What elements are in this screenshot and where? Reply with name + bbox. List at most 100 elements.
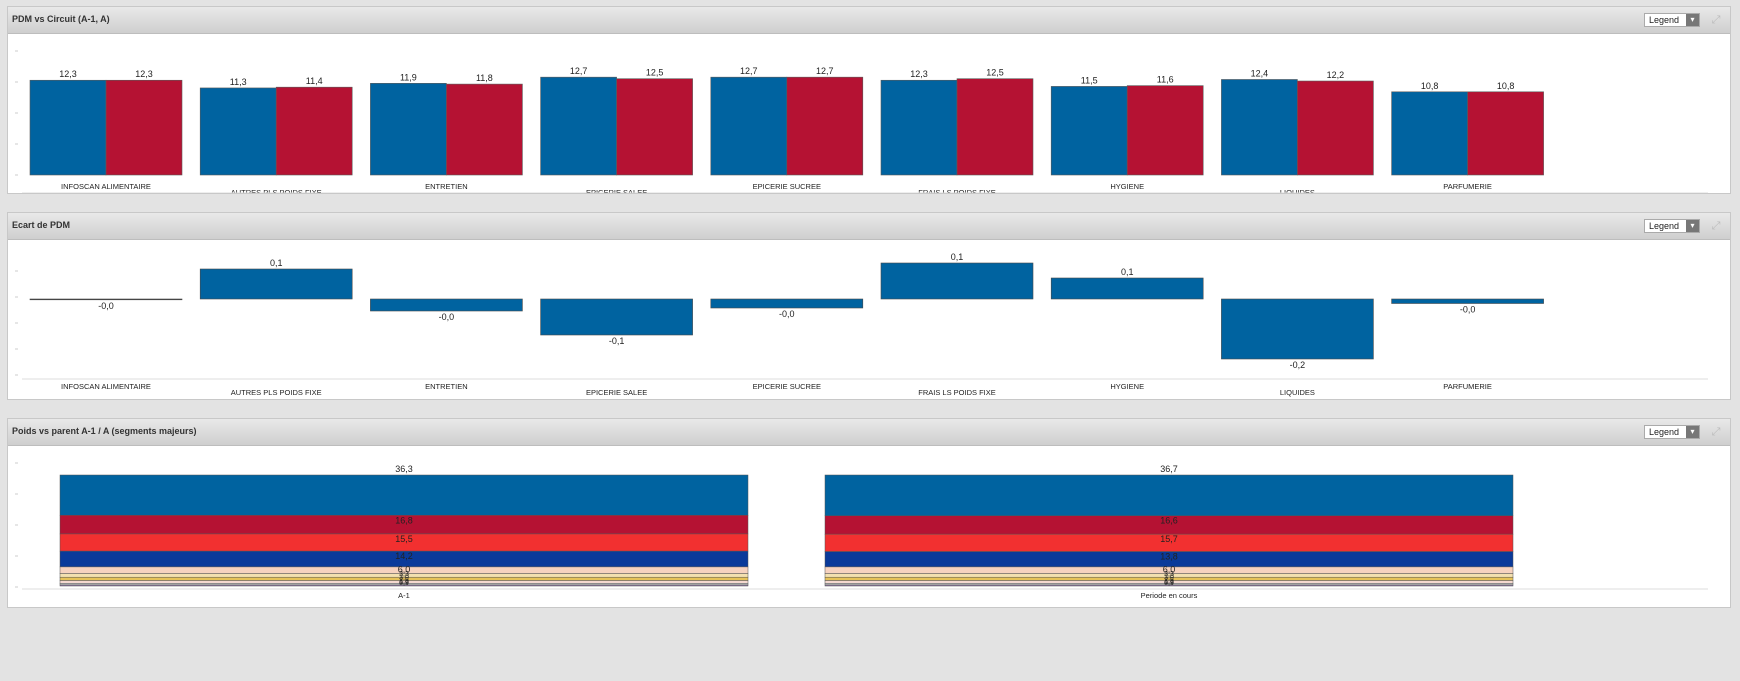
x-tick-label: FRAIS LS POIDS FIXE xyxy=(918,388,996,397)
bar xyxy=(956,78,1034,176)
expand-icon[interactable]: ⤢ xyxy=(1711,220,1721,232)
data-label: -0,2 xyxy=(1290,360,1306,370)
data-label: 0,1 xyxy=(951,252,964,262)
bar xyxy=(105,79,183,176)
bar xyxy=(1221,79,1298,176)
data-label: 12,3 xyxy=(59,69,77,79)
data-label: 13,8 xyxy=(1160,552,1178,562)
data-label: 14,2 xyxy=(395,551,413,561)
bar xyxy=(1467,91,1544,176)
data-label: 0,1 xyxy=(1121,267,1134,277)
panel-title: Ecart de PDM xyxy=(12,220,71,230)
bar xyxy=(786,76,864,176)
data-label: 6,0 xyxy=(1163,565,1176,575)
x-tick-label: HYGIENE xyxy=(1110,382,1144,391)
bar xyxy=(616,78,693,176)
data-label: -0,0 xyxy=(98,301,114,311)
bar-segment xyxy=(59,584,749,587)
data-label: 15,7 xyxy=(1160,534,1178,544)
data-label: 3,3 xyxy=(1164,571,1174,578)
bar xyxy=(275,86,353,176)
x-tick-label: EPICERIE SALEE xyxy=(586,188,647,193)
data-label: 11,4 xyxy=(306,76,323,86)
data-label: 1,5 xyxy=(399,579,409,586)
data-label: 11,6 xyxy=(1157,75,1174,85)
legend-dropdown[interactable]: Legend ▾ xyxy=(1644,219,1700,233)
bar xyxy=(29,79,107,176)
legend-dropdown-label: Legend xyxy=(1649,15,1680,25)
data-label: 12,4 xyxy=(1251,68,1269,78)
bar xyxy=(1391,91,1468,176)
data-label: 10,8 xyxy=(1421,81,1439,91)
data-label: 10,8 xyxy=(1497,81,1515,91)
bar xyxy=(540,76,617,176)
bar xyxy=(1391,298,1544,304)
x-tick-label: EPICERIE SALEE xyxy=(586,388,647,397)
data-label: 0,9 xyxy=(399,580,409,587)
bar xyxy=(1050,86,1128,176)
data-label: 36,3 xyxy=(395,464,413,474)
chevron-down-icon: ▾ xyxy=(1686,426,1699,438)
data-label: 12,3 xyxy=(910,69,928,79)
bar-segment xyxy=(59,474,749,516)
chevron-down-icon: ▾ xyxy=(1686,14,1699,26)
panel-title: PDM vs Circuit (A-1, A) xyxy=(12,14,110,24)
panel-pdm-vs-circuit: PDM vs Circuit (A-1, A) Legend ▾ ⤢ 12,3 1… xyxy=(7,6,1731,194)
x-tick-label: EPICERIE SUCREE xyxy=(753,182,821,191)
data-label: 3,3 xyxy=(399,571,409,578)
data-label: 12,5 xyxy=(646,68,664,78)
x-tick-label: Periode en cours xyxy=(1141,591,1198,600)
bar xyxy=(29,298,183,301)
bar xyxy=(1297,80,1374,176)
data-label: -0,0 xyxy=(779,309,795,319)
data-label: 12,7 xyxy=(816,66,834,76)
panel-poids-vs-parent: Poids vs parent A-1 / A (segments majeur… xyxy=(7,418,1731,608)
panel-header: Ecart de PDM Legend ▾ ⤢ xyxy=(8,213,1730,240)
bar xyxy=(370,298,523,312)
data-label: 12,7 xyxy=(570,66,588,76)
x-tick-label: INFOSCAN ALIMENTAIRE xyxy=(61,382,151,391)
bar xyxy=(880,79,958,176)
data-label: 12,5 xyxy=(986,68,1004,78)
x-tick-label: PARFUMERIE xyxy=(1443,182,1492,191)
chevron-down-icon: ▾ xyxy=(1686,220,1699,232)
data-label: 36,7 xyxy=(1160,464,1178,474)
bar xyxy=(1221,298,1374,360)
bar xyxy=(710,76,788,176)
data-label: 2,5 xyxy=(399,577,409,584)
data-label: 0,1 xyxy=(270,258,283,268)
bar xyxy=(446,83,523,176)
bar xyxy=(880,262,1034,300)
data-label: -0,0 xyxy=(439,312,455,322)
data-label: 12,7 xyxy=(740,66,758,76)
data-label: 16,6 xyxy=(1160,516,1178,526)
bar xyxy=(370,83,447,176)
x-tick-label: HYGIENE xyxy=(1110,182,1144,191)
data-label: 12,2 xyxy=(1327,70,1345,80)
expand-icon[interactable]: ⤢ xyxy=(1711,14,1721,26)
bar xyxy=(540,298,693,336)
bar-segment xyxy=(824,584,1514,587)
chart-pdm-vs-circuit: 12,3 12,3 INFOSCAN ALIMENTAIRE 11,3 11,4 AUTR… xyxy=(15,50,1708,193)
data-label: 6,0 xyxy=(398,565,411,575)
panel-ecart-de-pdm: Ecart de PDM Legend ▾ ⤢ -0,0 INFOSCAN ALI… xyxy=(7,212,1731,400)
x-tick-label: INFOSCAN ALIMENTAIRE xyxy=(61,182,151,191)
x-tick-label: LIQUIDES xyxy=(1280,388,1315,397)
x-tick-label: AUTRES PLS POIDS FIXE xyxy=(231,188,322,193)
legend-dropdown[interactable]: Legend ▾ xyxy=(1644,425,1700,439)
bar xyxy=(199,87,277,176)
data-label: 3,0 xyxy=(399,575,409,582)
x-tick-label: A-1 xyxy=(398,591,410,600)
x-tick-label: ENTRETIEN xyxy=(425,182,468,191)
chart-ecart-de-pdm: -0,0 INFOSCAN ALIMENTAIRE 0,1 AUTRES PLS PO… xyxy=(15,252,1708,397)
panel-title: Poids vs parent A-1 / A (segments majeur… xyxy=(12,426,197,436)
data-label: 0,9 xyxy=(1164,580,1174,587)
data-label: 11,8 xyxy=(476,73,493,83)
legend-dropdown[interactable]: Legend ▾ xyxy=(1644,13,1700,27)
expand-icon[interactable]: ⤢ xyxy=(1711,426,1721,438)
x-tick-label: EPICERIE SUCREE xyxy=(753,382,821,391)
data-label: -0,0 xyxy=(1460,305,1476,315)
x-tick-label: FRAIS LS POIDS FIXE xyxy=(918,188,996,193)
data-label: 12,3 xyxy=(135,69,153,79)
x-tick-label: AUTRES PLS POIDS FIXE xyxy=(231,388,322,397)
